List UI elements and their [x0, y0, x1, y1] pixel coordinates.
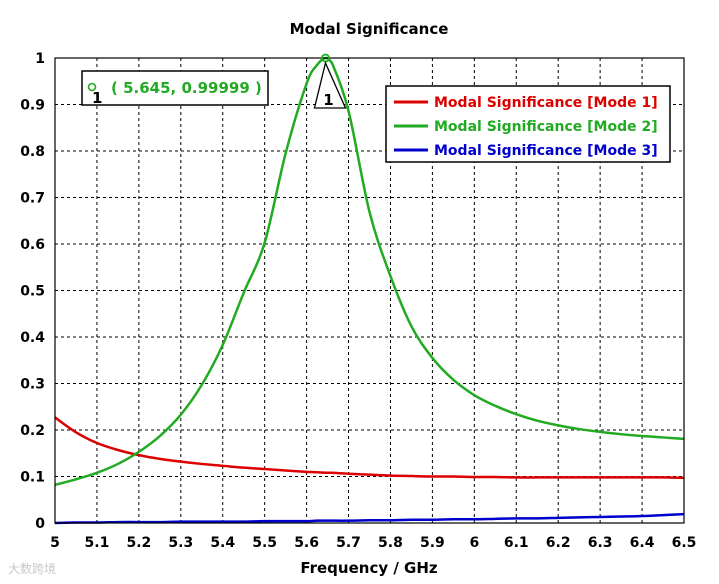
marker[interactable]: 1 1 ( 5.645, 0.99999 ) — [81, 53, 347, 109]
y-tick-label: 0.9 — [20, 98, 45, 114]
y-tick-label: 0.8 — [20, 144, 45, 160]
x-tick-label: 5.4 — [210, 535, 235, 551]
x-tick-label: 5.9 — [420, 535, 445, 551]
watermark: 大数跨境 — [8, 562, 57, 576]
x-axis-label: Frequency / GHz — [300, 559, 438, 577]
marker-readout-icon — [87, 82, 97, 92]
x-tick-label: 5.5 — [252, 535, 277, 551]
legend: Modal Significance [Mode 1] Modal Signifi… — [385, 85, 671, 163]
x-tick-label: 5.3 — [168, 535, 193, 551]
x-tick-label: 5 — [50, 535, 60, 551]
x-tick-label: 5.7 — [336, 535, 361, 551]
marker-readout-id: 1 — [92, 89, 102, 107]
y-tick-label: 0.3 — [20, 377, 45, 393]
y-tick-label: 0.2 — [20, 423, 45, 439]
marker-readout-label: ( 5.645, 0.99999 ) — [111, 79, 262, 97]
y-tick-label: 0.5 — [20, 284, 45, 300]
x-tick-label: 5.1 — [85, 535, 110, 551]
plot-frame — [54, 57, 685, 524]
marker-readout-box — [81, 70, 269, 106]
x-tick-label: 5.8 — [378, 535, 403, 551]
y-tick-label: 0.1 — [20, 470, 45, 486]
chart-title: Modal Significance — [290, 20, 449, 38]
series-line-mode-2 — [54, 56, 685, 487]
x-tick-label: 6.3 — [588, 535, 613, 551]
x-tick-label: 6.4 — [630, 535, 655, 551]
y-tick-label: 1 — [35, 51, 45, 67]
marker-id: 1 — [323, 91, 333, 109]
grid — [55, 58, 684, 523]
legend-label-mode-3: Modal Significance [Mode 3] — [434, 143, 658, 159]
series-line-mode-3 — [54, 512, 685, 525]
y-tick-label: 0.7 — [20, 191, 45, 207]
legend-box — [385, 85, 671, 163]
tick-labels: 5 5.1 5.2 5.3 5.4 5.5 5.6 5.7 5.8 5.9 6 6.1 6.2 6.3 6.… — [20, 51, 696, 551]
x-tick-label: 6.2 — [546, 535, 571, 551]
x-tick-label: 6 — [469, 535, 479, 551]
series-lines — [54, 56, 685, 525]
y-tick-label: 0 — [35, 516, 45, 532]
marker-triangle — [313, 61, 347, 109]
series-line-mode-1 — [54, 416, 685, 480]
y-tick-label: 0.4 — [20, 330, 45, 346]
legend-label-mode-2: Modal Significance [Mode 2] — [434, 119, 658, 135]
x-tick-label: 6.5 — [672, 535, 697, 551]
y-tick-label: 0.6 — [20, 237, 45, 253]
x-tick-label: 5.6 — [294, 535, 319, 551]
x-tick-label: 5.2 — [126, 535, 151, 551]
legend-label-mode-1: Modal Significance [Mode 1] — [434, 95, 658, 111]
x-tick-label: 6.1 — [504, 535, 529, 551]
